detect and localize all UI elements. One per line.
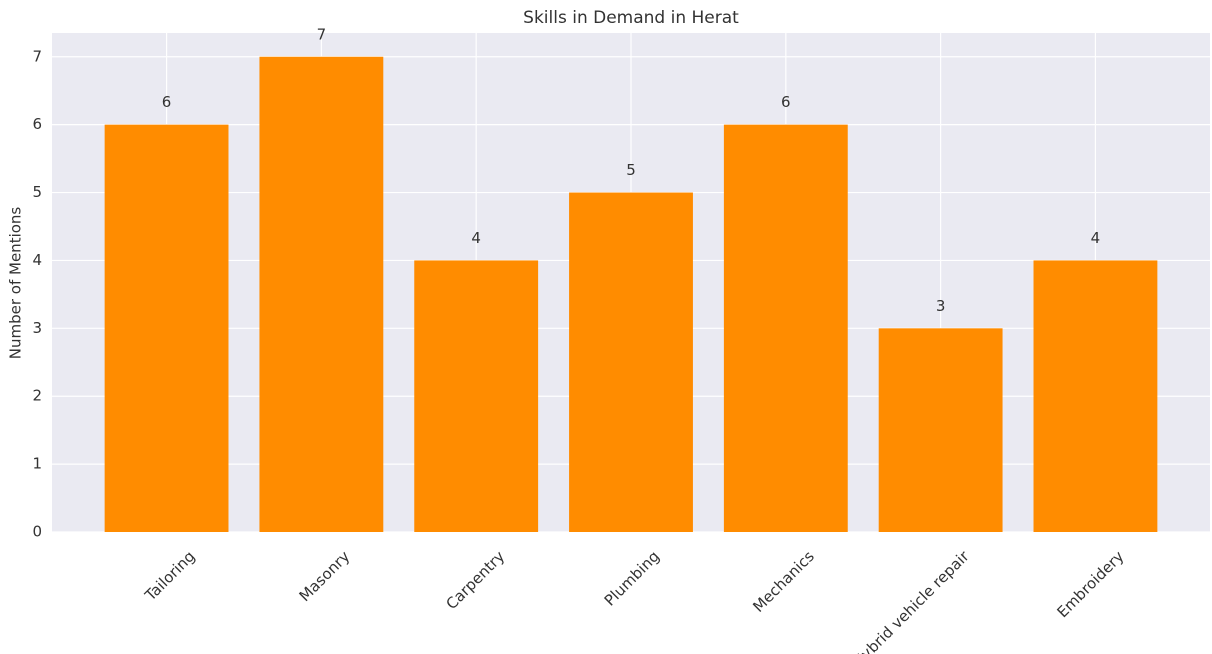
y-axis-label: Number of Mentions — [7, 207, 25, 360]
y-tick-label: 3 — [32, 319, 42, 337]
y-tick-label: 1 — [32, 455, 42, 473]
value-label: 6 — [781, 93, 791, 111]
x-tick-label: Plumbing — [601, 547, 663, 609]
value-label: 6 — [162, 93, 172, 111]
value-label: 4 — [1091, 229, 1101, 247]
value-label: 3 — [936, 297, 946, 315]
x-tick-label: Hybrid vehicle repair — [849, 547, 973, 654]
bar — [723, 124, 848, 532]
y-tick-label: 7 — [32, 47, 42, 65]
value-label: 7 — [317, 25, 327, 43]
x-tick-label: Embroidery — [1053, 547, 1127, 621]
chart-title: Skills in Demand in Herat — [523, 8, 739, 28]
bar — [104, 124, 229, 532]
bar — [878, 328, 1003, 532]
x-tick-label: Mechanics — [749, 547, 818, 616]
value-label: 5 — [626, 161, 636, 179]
y-tick-label: 0 — [32, 523, 42, 541]
y-tick-label: 6 — [32, 115, 42, 133]
x-tick-label: Carpentry — [442, 547, 508, 613]
value-label: 4 — [471, 229, 481, 247]
x-tick-label: Masonry — [296, 547, 354, 605]
y-tick-label: 5 — [32, 183, 42, 201]
bar — [259, 56, 384, 533]
bar — [414, 260, 539, 532]
y-tick-label: 2 — [32, 387, 42, 405]
y-tick-label: 4 — [32, 251, 42, 269]
x-tick-label: Tailoring — [141, 547, 199, 605]
bar — [569, 192, 693, 532]
bar — [1033, 260, 1158, 532]
